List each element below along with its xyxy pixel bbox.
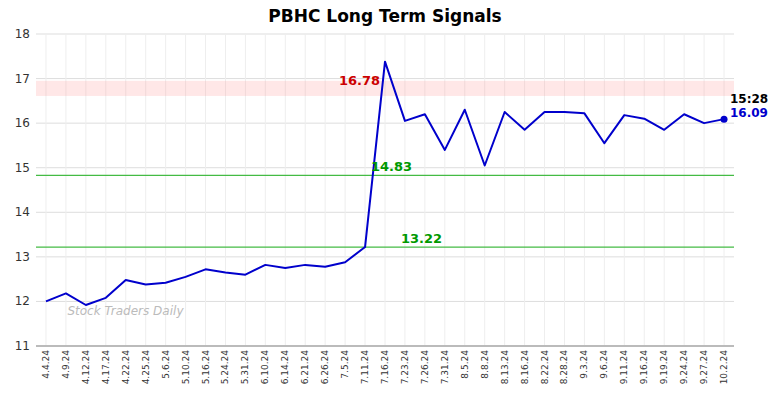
x-tick-label: 6.26.24 <box>320 350 330 385</box>
x-tick-label: 9.3.24 <box>579 350 589 379</box>
x-tick-label: 7.16.24 <box>380 350 390 385</box>
red-band <box>36 81 734 96</box>
x-tick-label: 8.8.24 <box>480 350 490 379</box>
y-tick-label: 14 <box>15 205 30 219</box>
x-tick-label: 8.5.24 <box>460 350 470 379</box>
x-tick-label: 9.24.24 <box>679 350 689 385</box>
x-tick-label: 5.24.24 <box>220 350 230 385</box>
y-tick-label: 18 <box>15 27 30 41</box>
y-tick-label: 13 <box>15 250 30 264</box>
x-tick-label: 6.14.24 <box>280 350 290 385</box>
x-tick-label: 9.6.24 <box>599 350 609 379</box>
x-tick-label: 7.26.24 <box>420 350 430 385</box>
x-tick-label: 9.19.24 <box>659 350 669 385</box>
y-tick-label: 16 <box>15 116 30 130</box>
x-tick-label: 10.2.24 <box>719 350 729 385</box>
annotation: 14.83 <box>371 159 412 174</box>
annotation: 13.22 <box>401 231 442 246</box>
end-dot <box>721 116 728 123</box>
x-tick-label: 4.22.24 <box>121 350 131 385</box>
annotation: 15:28 <box>730 92 768 106</box>
y-grid-line <box>36 346 734 347</box>
x-tick-label: 7.5.24 <box>340 350 350 379</box>
x-tick-label: 4.12.24 <box>81 350 91 385</box>
x-tick-label: 7.31.24 <box>440 350 450 385</box>
x-tick-label: 4.25.24 <box>141 350 151 385</box>
annotation: 16.09 <box>730 106 768 120</box>
green-line <box>36 246 734 247</box>
grid <box>36 34 734 346</box>
x-tick-label: 4.9.24 <box>61 350 71 379</box>
x-tick-label: 9.27.24 <box>699 350 709 385</box>
x-tick-label: 8.22.24 <box>540 350 550 385</box>
x-tick-label: 9.11.24 <box>619 350 629 385</box>
chart: PBHC Long Term Signals 11 12 13 14 15 16 17 18 4.… <box>0 0 784 398</box>
price-line <box>46 62 724 305</box>
x-tick-label: 4.4.24 <box>41 350 51 379</box>
annotation: 16.78 <box>339 73 380 88</box>
x-tick-label: 5.31.24 <box>240 350 250 385</box>
y-tick-label: 17 <box>15 72 30 86</box>
y-tick-label: 11 <box>15 339 30 353</box>
x-tick-label: 7.23.24 <box>400 350 410 385</box>
x-tick-label: 7.11.24 <box>360 350 370 385</box>
x-tick-label: 6.10.24 <box>260 350 270 385</box>
x-tick-label: 5.16.24 <box>201 350 211 385</box>
plot-area <box>36 62 734 305</box>
x-tick-label: 6.21.24 <box>300 350 310 385</box>
x-tick-label: 8.16.24 <box>520 350 530 385</box>
x-tick-label: 5.10.24 <box>181 350 191 385</box>
watermark: Stock Traders Daily <box>67 304 184 318</box>
x-tick-label: 8.13.24 <box>500 350 510 385</box>
green-line <box>36 175 734 176</box>
x-tick-label: 8.28.24 <box>559 350 569 385</box>
x-tick-label: 9.16.24 <box>639 350 649 385</box>
x-tick-label: 4.17.24 <box>101 350 111 385</box>
y-tick-label: 15 <box>15 161 30 175</box>
title: PBHC Long Term Signals <box>268 6 501 26</box>
x-axis-line <box>36 346 734 347</box>
x-tick-label: 5.6.24 <box>161 350 171 379</box>
y-tick-label: 12 <box>15 294 30 308</box>
